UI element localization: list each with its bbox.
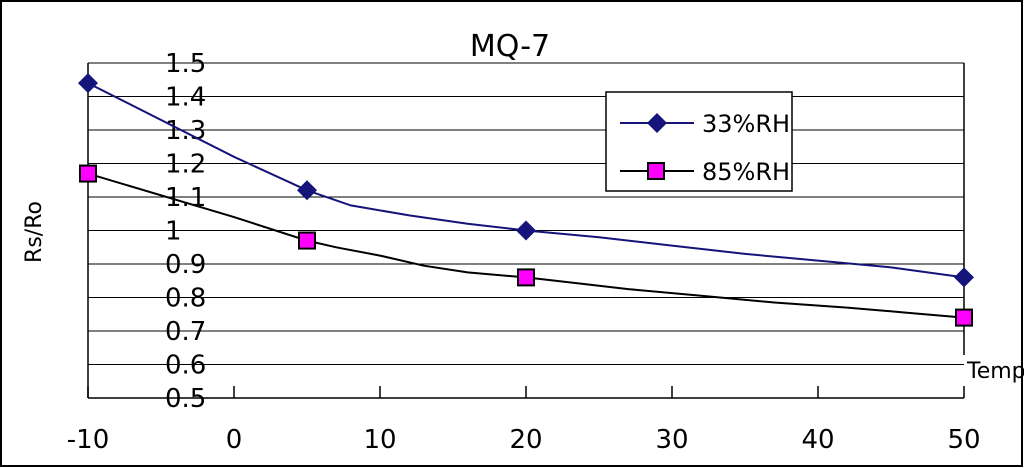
data-point-diamond <box>516 220 536 241</box>
y-tick-label: 1.2 <box>165 150 206 180</box>
data-point-diamond <box>954 267 974 288</box>
y-tick-label: 0.8 <box>165 284 206 314</box>
y-tick-label: 1.3 <box>165 116 206 146</box>
data-point-square <box>955 308 973 327</box>
legend-label-85rh: 85%RH <box>702 158 790 186</box>
y-tick-label: 0.5 <box>165 384 206 414</box>
x-tick-label: 20 <box>509 425 542 455</box>
data-point-diamond <box>297 180 317 201</box>
chart-title: MQ-7 <box>470 29 550 64</box>
y-tick-label: 0.7 <box>165 317 206 347</box>
y-tick-label: 1 <box>165 217 182 247</box>
x-axis-label: Temp <box>966 359 1024 384</box>
y-tick-label: 0.9 <box>165 250 206 280</box>
x-tick-label: 50 <box>947 425 980 455</box>
legend-label-33rh: 33%RH <box>702 110 790 138</box>
x-tick-label: 10 <box>363 425 396 455</box>
legend-marker-33rh <box>647 113 667 133</box>
y-tick-label: 1.4 <box>165 83 206 113</box>
y-tick-label: 1.5 <box>165 49 206 79</box>
data-point-diamond <box>78 73 98 94</box>
tick-labels: 0.50.60.70.80.911.11.21.31.41.5-10 0 10 20 3… <box>67 49 981 455</box>
legend: 33%RH 85%RH <box>605 91 793 192</box>
legend-box <box>605 91 793 192</box>
x-tick-label: 40 <box>801 425 834 455</box>
y-tick-label: 0.6 <box>165 351 206 381</box>
series <box>78 73 974 327</box>
y-axis-label: Rs/Ro <box>22 201 47 263</box>
x-tick-label: 30 <box>655 425 688 455</box>
data-point-square <box>517 268 535 287</box>
data-point-square <box>79 164 97 183</box>
x-tick-label: 0 <box>226 425 243 455</box>
data-point-square <box>298 231 316 250</box>
legend-marker-85rh <box>647 162 665 180</box>
x-tick-label: -10 <box>67 425 109 455</box>
